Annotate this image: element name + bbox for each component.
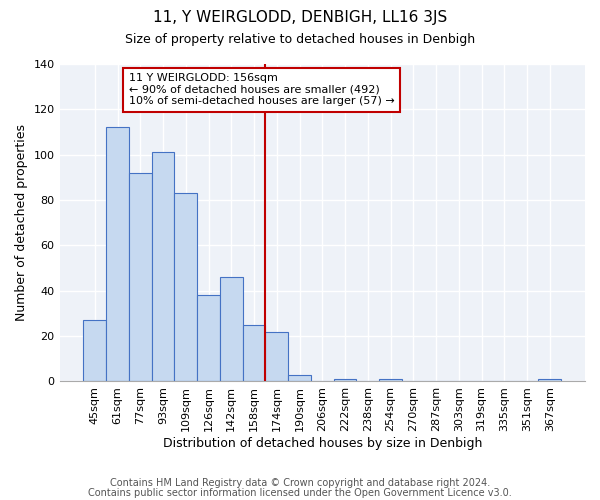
Bar [220, 277, 242, 382]
Text: Contains HM Land Registry data © Crown copyright and database right 2024.: Contains HM Land Registry data © Crown c… [110, 478, 490, 488]
Text: Contains public sector information licensed under the Open Government Licence v3: Contains public sector information licen… [88, 488, 512, 498]
Text: 11, Y WEIRGLODD, DENBIGH, LL16 3JS: 11, Y WEIRGLODD, DENBIGH, LL16 3JS [153, 10, 447, 25]
Text: 11 Y WEIRGLODD: 156sqm
← 90% of detached houses are smaller (492)
10% of semi-de: 11 Y WEIRGLODD: 156sqm ← 90% of detached… [129, 73, 395, 106]
Bar [334, 379, 356, 382]
Bar [538, 379, 561, 382]
Bar [175, 194, 197, 382]
Bar [152, 152, 175, 382]
Bar [288, 374, 311, 382]
Bar [197, 296, 220, 382]
Bar [265, 332, 288, 382]
X-axis label: Distribution of detached houses by size in Denbigh: Distribution of detached houses by size … [163, 437, 482, 450]
Bar [242, 325, 265, 382]
Text: Size of property relative to detached houses in Denbigh: Size of property relative to detached ho… [125, 32, 475, 46]
Bar [106, 128, 129, 382]
Y-axis label: Number of detached properties: Number of detached properties [15, 124, 28, 321]
Bar [379, 379, 402, 382]
Bar [129, 173, 152, 382]
Bar [83, 320, 106, 382]
